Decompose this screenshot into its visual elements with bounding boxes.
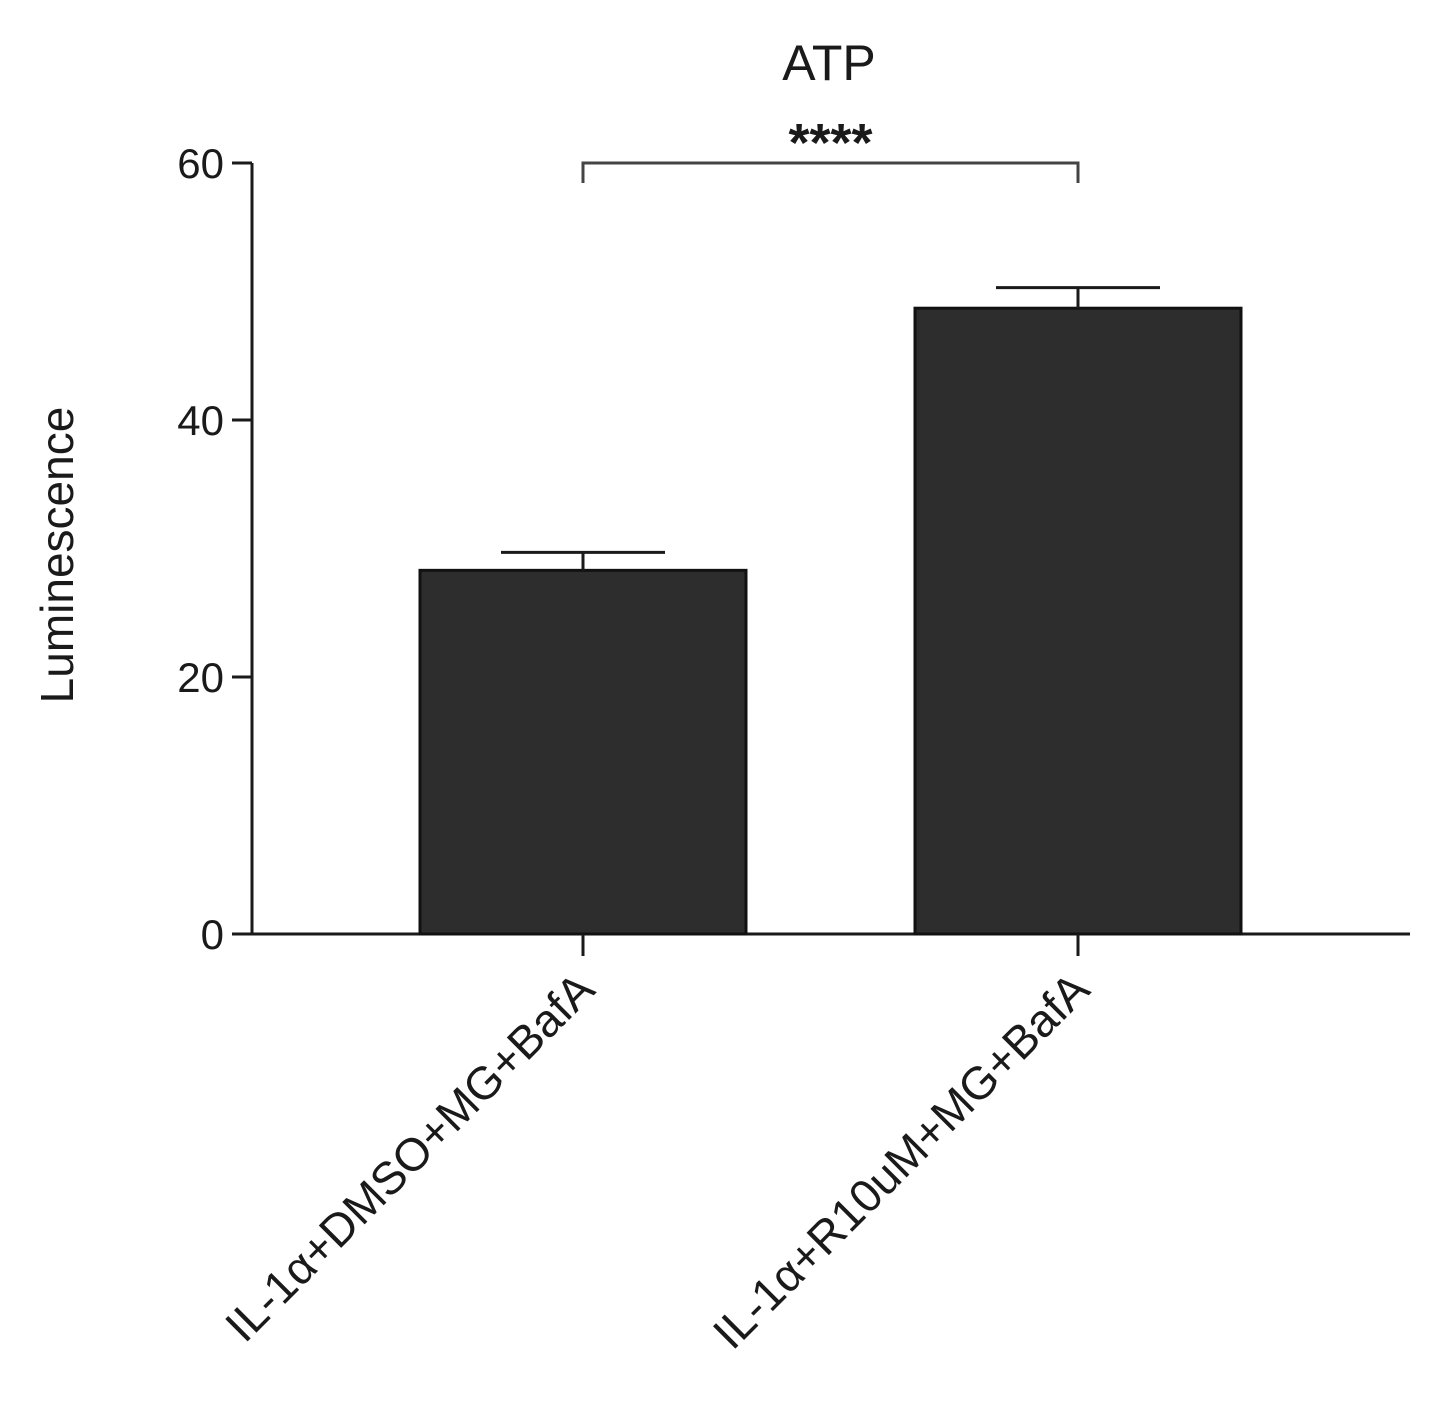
significance-label: **** <box>788 113 872 173</box>
x-category-label: IL-1α+DMSO+MG+BafA <box>215 962 604 1351</box>
x-category-label: IL-1α+R10uM+MG+BafA <box>703 962 1100 1359</box>
chart-title: ATP <box>782 35 876 91</box>
significance-bracket <box>581 161 1080 183</box>
y-tick-label: 40 <box>177 397 224 444</box>
bar <box>418 568 748 936</box>
y-tick-label: 60 <box>177 140 224 187</box>
y-tick-label: 0 <box>201 911 224 958</box>
plot-area: 0 20 40 60 IL-1α+DMSO+MG+BafA IL-1α+R10uM+MG+… <box>177 113 1410 1359</box>
y-axis-label: Luminescence <box>31 407 83 704</box>
y-tick-label: 20 <box>177 654 224 701</box>
bar <box>913 306 1243 936</box>
